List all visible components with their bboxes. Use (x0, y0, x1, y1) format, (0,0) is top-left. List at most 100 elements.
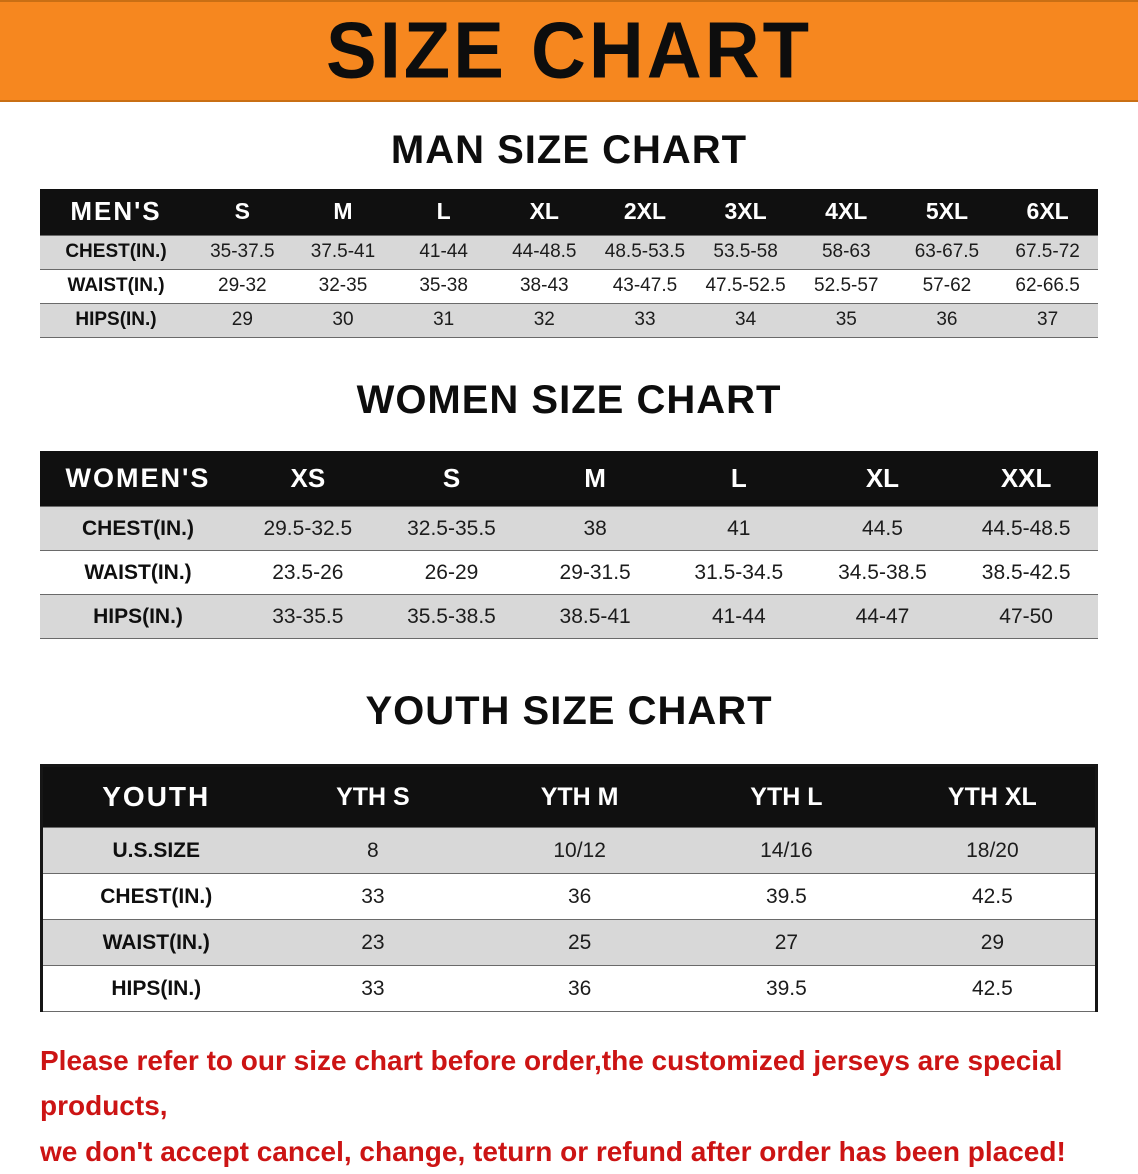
size-chart-banner: SIZE CHART (0, 0, 1138, 102)
row-label: HIPS(IN.) (40, 594, 236, 639)
size-value: 31.5-34.5 (666, 550, 811, 595)
size-column-header: 3XL (695, 189, 796, 235)
order-policy-note: Please refer to our size chart before or… (40, 1038, 1110, 1174)
size-column-header: YTH S (269, 765, 477, 828)
table-row: HIPS(IN.) 33 36 39.5 42.5 (41, 965, 1097, 1012)
table-row: U.S.SIZE 8 10/12 14/16 18/20 (41, 827, 1097, 874)
banner-title: SIZE CHART (326, 5, 812, 96)
size-value: 31 (393, 302, 494, 337)
size-value: 35 (795, 302, 897, 337)
size-value: 62-66.5 (997, 268, 1098, 303)
size-value: 35-38 (393, 268, 494, 303)
size-value: 44.5 (810, 506, 955, 551)
row-label: WAIST(IN.) (41, 919, 270, 966)
row-label: WAIST(IN.) (40, 268, 192, 303)
size-value: 30 (292, 302, 394, 337)
size-column-header: YTH L (683, 765, 890, 828)
size-value: 14/16 (683, 827, 890, 874)
table-header-row: MEN'S S M L XL 2XL 3XL 4XL 5XL 6XL (40, 189, 1098, 235)
size-column-header: XL (810, 450, 955, 507)
row-label: HIPS(IN.) (40, 302, 192, 337)
size-value: 23 (269, 919, 477, 966)
size-value: 38.5-41 (523, 594, 667, 639)
size-value: 36 (896, 302, 998, 337)
size-value: 41-44 (666, 594, 811, 639)
size-value: 57-62 (896, 268, 998, 303)
size-value: 35-37.5 (192, 234, 293, 269)
size-value: 39.5 (683, 965, 890, 1012)
men-size-table: MEN'S S M L XL 2XL 3XL 4XL 5XL 6XL CHEST(IN.) 35-37… (40, 189, 1098, 338)
size-column-header: 6XL (997, 189, 1098, 235)
table-category-header: WOMEN'S (40, 450, 236, 507)
men-size-section: MAN SIZE CHART MEN'S S M L XL 2XL 3XL 4XL 5XL 6XL… (0, 102, 1138, 338)
size-value: 37.5-41 (292, 234, 394, 269)
size-value: 38.5-42.5 (954, 550, 1098, 595)
women-size-table: WOMEN'S XS S M L XL XXL CHEST(IN.) 29.5-32.5 32.5… (40, 450, 1098, 639)
youth-size-table: YOUTH YTH S YTH M YTH L YTH XL U.S.SIZE 8 10/12… (40, 764, 1098, 1012)
table-row: CHEST(IN.) 33 36 39.5 42.5 (41, 873, 1097, 920)
size-value: 35.5-38.5 (379, 594, 524, 639)
row-label: CHEST(IN.) (41, 873, 270, 920)
table-row: WAIST(IN.) 29-32 32-35 35-38 38-43 43-47.5 47.… (40, 268, 1098, 303)
size-value: 42.5 (889, 873, 1097, 920)
table-category-header: MEN'S (40, 189, 192, 235)
size-value: 26-29 (379, 550, 524, 595)
size-value: 33-35.5 (236, 594, 380, 639)
row-label: U.S.SIZE (41, 827, 270, 874)
size-value: 29.5-32.5 (236, 506, 380, 551)
size-value: 43-47.5 (594, 268, 696, 303)
women-size-chart-title: WOMEN SIZE CHART (356, 377, 782, 422)
size-value: 32.5-35.5 (379, 506, 524, 551)
size-value: 47.5-52.5 (695, 268, 796, 303)
size-value: 39.5 (683, 873, 890, 920)
size-value: 18/20 (889, 827, 1097, 874)
size-value: 29-32 (192, 268, 293, 303)
row-label: HIPS(IN.) (41, 965, 270, 1012)
size-value: 42.5 (889, 965, 1097, 1012)
size-value: 33 (269, 965, 477, 1012)
size-value: 8 (269, 827, 477, 874)
size-value: 52.5-57 (795, 268, 897, 303)
table-category-header: YOUTH (41, 765, 270, 828)
size-column-header: XXL (954, 450, 1098, 507)
row-label: WAIST(IN.) (40, 550, 236, 595)
size-column-header: 2XL (594, 189, 696, 235)
size-column-header: 4XL (795, 189, 897, 235)
size-column-header: XL (493, 189, 595, 235)
size-value: 23.5-26 (236, 550, 380, 595)
size-value: 41-44 (393, 234, 494, 269)
table-row: HIPS(IN.) 33-35.5 35.5-38.5 38.5-41 41-44 44-… (40, 594, 1098, 639)
table-row: WAIST(IN.) 23 25 27 29 (41, 919, 1097, 966)
table-row: CHEST(IN.) 35-37.5 37.5-41 41-44 44-48.5 48.5… (40, 234, 1098, 269)
size-column-header: YTH M (476, 765, 683, 828)
size-value: 44-48.5 (493, 234, 595, 269)
size-column-header: S (379, 450, 524, 507)
size-value: 27 (683, 919, 890, 966)
size-column-header: L (393, 189, 494, 235)
size-value: 25 (476, 919, 683, 966)
table-header-row: WOMEN'S XS S M L XL XXL (40, 450, 1098, 507)
size-value: 38-43 (493, 268, 595, 303)
table-row: HIPS(IN.) 29 30 31 32 33 34 35 36 37 (40, 302, 1098, 337)
size-column-header: XS (236, 450, 380, 507)
youth-size-chart-title: YOUTH SIZE CHART (365, 689, 773, 733)
order-policy-line-2: we don't accept cancel, change, teturn o… (40, 1135, 1066, 1167)
table-row: WAIST(IN.) 23.5-26 26-29 29-31.5 31.5-34.5 34… (40, 550, 1098, 595)
table-row: CHEST(IN.) 29.5-32.5 32.5-35.5 38 41 44.5 44.5… (40, 506, 1098, 551)
youth-size-section: YOUTH SIZE CHART YOUTH YTH S YTH M YTH L YTH… (0, 639, 1138, 1012)
size-value: 34 (695, 302, 796, 337)
order-policy-line-1: Please refer to our size chart before or… (40, 1045, 1063, 1122)
size-column-header: YTH XL (889, 765, 1097, 828)
size-value: 10/12 (476, 827, 683, 874)
size-value: 33 (594, 302, 696, 337)
size-value: 37 (997, 302, 1098, 337)
size-value: 67.5-72 (997, 234, 1098, 269)
size-value: 41 (666, 506, 811, 551)
size-value: 29-31.5 (523, 550, 667, 595)
size-value: 32 (493, 302, 595, 337)
size-value: 63-67.5 (896, 234, 998, 269)
row-label: CHEST(IN.) (40, 506, 236, 551)
row-label: CHEST(IN.) (40, 234, 192, 269)
size-value: 36 (476, 873, 683, 920)
size-value: 53.5-58 (695, 234, 796, 269)
